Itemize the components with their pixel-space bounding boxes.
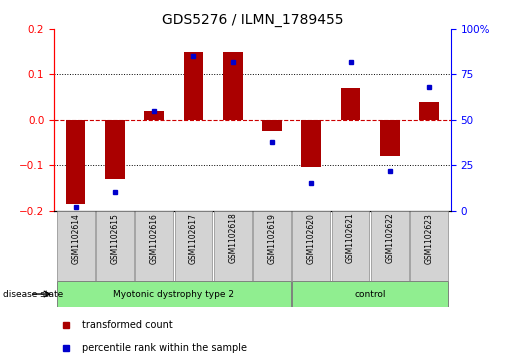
Bar	[223, 52, 243, 120]
Title: GDS5276 / ILMN_1789455: GDS5276 / ILMN_1789455	[162, 13, 343, 26]
Bar	[371, 211, 408, 281]
Text: GSM1102616: GSM1102616	[150, 213, 159, 264]
Bar	[262, 120, 282, 131]
Text: percentile rank within the sample: percentile rank within the sample	[82, 343, 247, 352]
Bar	[293, 211, 330, 281]
Text: control: control	[354, 290, 386, 298]
Text: transformed count: transformed count	[82, 321, 173, 330]
Text: GSM1102619: GSM1102619	[267, 213, 277, 264]
Text: GSM1102618: GSM1102618	[228, 213, 237, 264]
Text: GSM1102617: GSM1102617	[189, 213, 198, 264]
Text: GSM1102615: GSM1102615	[110, 213, 119, 264]
Bar	[214, 211, 251, 281]
Text: GSM1102623: GSM1102623	[424, 213, 434, 264]
Bar	[96, 211, 134, 281]
Bar	[332, 211, 369, 281]
Bar	[57, 281, 291, 307]
Bar	[135, 211, 173, 281]
Bar	[419, 102, 439, 120]
Text: disease state: disease state	[3, 290, 63, 298]
Bar	[175, 211, 212, 281]
Bar	[253, 211, 291, 281]
Bar	[144, 111, 164, 120]
Bar	[66, 120, 85, 204]
Text: GSM1102614: GSM1102614	[71, 213, 80, 264]
Bar	[301, 120, 321, 167]
Bar	[410, 211, 448, 281]
Bar	[293, 281, 448, 307]
Text: GSM1102621: GSM1102621	[346, 213, 355, 264]
Bar	[380, 120, 400, 156]
Text: GSM1102622: GSM1102622	[385, 213, 394, 264]
Text: Myotonic dystrophy type 2: Myotonic dystrophy type 2	[113, 290, 234, 298]
Text: GSM1102620: GSM1102620	[307, 213, 316, 264]
Bar	[57, 211, 95, 281]
Bar	[184, 52, 203, 120]
Bar	[105, 120, 125, 179]
Bar	[341, 88, 360, 120]
